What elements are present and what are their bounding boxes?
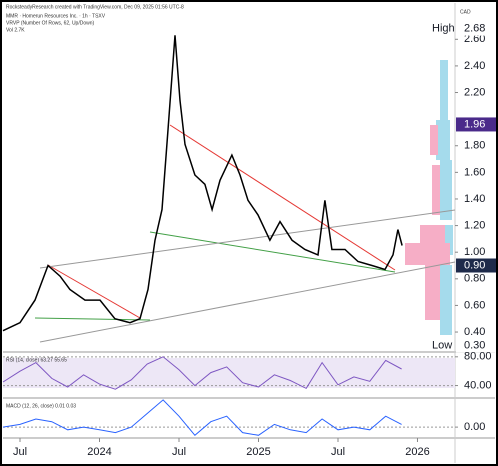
x-tick-label: 2025	[246, 446, 270, 458]
y-tick-label: 1.20	[464, 219, 485, 231]
y-tick-label: 40.00	[464, 379, 492, 391]
price-label: 0.30	[464, 339, 485, 351]
x-tick-label: Jul	[13, 446, 27, 458]
x-tick-label: 2026	[405, 446, 429, 458]
y-tick-label: 1.00	[464, 246, 485, 258]
y-tick-label: 1.80	[464, 140, 485, 152]
y-tick-label: 0.80	[464, 273, 485, 285]
header-text: RocksteadyResearch created with TradingV…	[6, 4, 184, 10]
y-tick-label: 2.60	[464, 33, 485, 45]
y-tick-label: 0.00	[464, 421, 485, 433]
rsi-band	[3, 358, 455, 388]
price-line	[2, 35, 403, 332]
y-tick-label: 0.60	[464, 299, 485, 311]
header-text: Vol 2.7K	[6, 27, 25, 33]
currency: CAD	[460, 9, 471, 15]
y-tick-label: 2.20	[464, 86, 485, 98]
x-tick-label: Jul	[331, 446, 345, 458]
header-text: VRVP (Number Of Rows, 62, Up/Down)	[6, 20, 95, 26]
y-tick-label: 1.60	[464, 166, 485, 178]
pane-title: MACD (12, 26, close) 0.01 0.03	[6, 403, 76, 409]
price-line	[2, 399, 402, 437]
y-tick-label: 0.40	[464, 326, 485, 338]
price-line	[2, 356, 402, 390]
price-label-box	[456, 117, 496, 132]
price-label: 0.90	[464, 259, 485, 271]
header-text: MMR · Homerun Resources Inc. · 1h · TSXV	[6, 13, 106, 19]
price-label-box	[456, 258, 496, 273]
pane-title: RSI (14, close) 63.27 55.65	[6, 357, 67, 363]
price-label-box	[456, 338, 496, 353]
trend-lines	[34, 124, 456, 343]
x-tick-label: 2024	[87, 446, 111, 458]
price-label-text: Low	[432, 339, 452, 351]
y-tick-label: 2.40	[464, 60, 485, 72]
price-label-text: High	[432, 23, 455, 35]
x-tick-label: Jul	[172, 446, 186, 458]
price-label: 2.68	[464, 23, 485, 35]
y-tick-label: 1.40	[464, 193, 485, 205]
y-tick-label: 80.00	[464, 351, 492, 363]
volume-profile	[405, 60, 453, 335]
price-label: 1.96	[464, 118, 485, 130]
price-label-box	[456, 21, 496, 36]
